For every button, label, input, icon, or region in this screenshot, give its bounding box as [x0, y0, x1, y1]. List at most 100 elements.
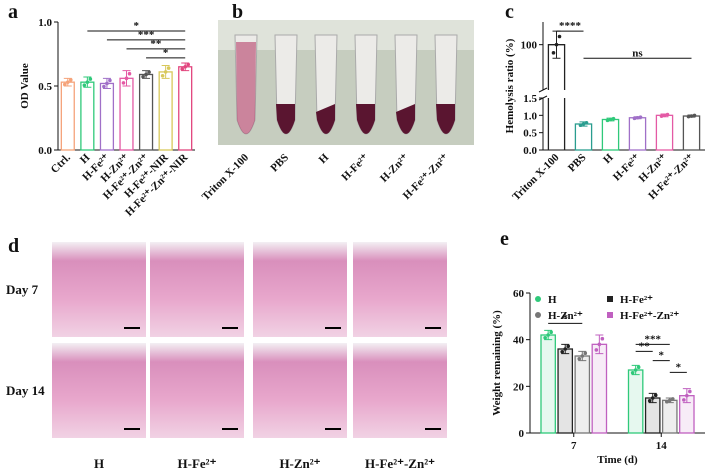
panel-label: c: [505, 1, 514, 23]
legend-label: H-Zn²⁺: [548, 310, 583, 322]
significance: *: [659, 350, 665, 362]
data-point: [665, 112, 670, 117]
bar: [682, 115, 701, 151]
data-point: [647, 399, 652, 403]
x-tick-label: PBS: [566, 152, 589, 175]
data-point: [670, 397, 675, 401]
legend-marker: [607, 296, 613, 302]
column-label: H-Fe²⁺-Zn²⁺: [365, 456, 435, 471]
data-point: [144, 72, 148, 77]
bar: [547, 44, 566, 150]
data-point: [662, 113, 667, 118]
significance: ns: [632, 47, 643, 59]
axis-line: [538, 95, 548, 101]
tissue-image: [253, 242, 347, 337]
tissue-image: [150, 343, 244, 438]
data-point: [554, 42, 559, 47]
y-axis-title: Hemolysis ratio (%): [504, 38, 516, 133]
data-point: [682, 398, 686, 402]
bar: [627, 369, 644, 434]
data-point: [551, 51, 556, 55]
data-point: [685, 393, 689, 398]
tube-blood: [436, 104, 455, 134]
y-tick-label: 20: [513, 381, 525, 393]
bar: [644, 397, 661, 434]
tissue-image: [353, 343, 447, 438]
bar: [601, 118, 620, 151]
data-point: [689, 114, 694, 118]
x-tick-label: H: [601, 151, 616, 166]
y-tick-label: 100: [521, 40, 538, 52]
bar: [591, 343, 608, 434]
bar: [628, 117, 647, 151]
data-point: [105, 81, 109, 86]
x-tick-label: Triton X-100: [510, 151, 562, 203]
data-point: [566, 344, 571, 349]
x-tick-label: 7: [571, 440, 577, 452]
tissue-image: [353, 242, 447, 337]
data-point: [636, 365, 641, 370]
data-point: [62, 82, 67, 87]
panel-label: b: [232, 1, 243, 23]
data-point: [141, 74, 145, 79]
data-point: [630, 371, 635, 375]
x-tick-label: Ctrl.: [49, 151, 73, 175]
significance: **: [639, 340, 651, 352]
data-point: [180, 67, 185, 71]
significance: *: [134, 20, 140, 32]
data-point: [688, 389, 692, 394]
data-point: [124, 76, 129, 81]
legend-label: H-Fe²⁺: [620, 294, 653, 306]
data-point: [108, 78, 112, 83]
data-point: [667, 398, 672, 403]
data-point: [560, 350, 565, 354]
tissue-image: [150, 242, 244, 337]
y-axis-title: Weight remaining (%): [491, 310, 503, 416]
y-tick-label: 1.0: [38, 17, 52, 29]
bar: [574, 123, 593, 151]
data-point: [102, 84, 106, 89]
significance: **: [150, 38, 162, 50]
data-point: [692, 113, 697, 118]
data-point: [659, 114, 664, 118]
tube-blood: [356, 104, 375, 134]
legend-marker: [607, 312, 613, 318]
tube-label: H-Zn²⁺: [378, 152, 411, 185]
data-point: [577, 357, 582, 361]
data-point: [600, 336, 605, 341]
data-point: [183, 65, 188, 69]
bar: [60, 81, 75, 151]
y-tick-label: 40: [513, 335, 525, 347]
bar: [655, 114, 674, 151]
tube-blood: [396, 104, 415, 134]
panel-label: e: [500, 228, 509, 250]
tissue-image: [52, 242, 146, 337]
data-point: [549, 330, 553, 335]
data-point: [650, 396, 655, 400]
significance: ***: [138, 29, 155, 41]
bar: [119, 77, 134, 151]
bar: [574, 355, 591, 434]
panel-label: a: [8, 1, 18, 23]
data-point: [68, 78, 73, 82]
data-point: [127, 71, 132, 76]
y-tick-label: 0.0: [523, 145, 537, 157]
tissue-image: [52, 343, 146, 438]
column-label: H-Zn²⁺: [279, 456, 320, 471]
bar: [158, 71, 173, 151]
data-point: [186, 62, 191, 67]
data-point: [546, 333, 550, 337]
x-tick-label: 14: [656, 440, 668, 452]
data-point: [147, 70, 151, 74]
y-tick-label: 60: [513, 288, 525, 300]
data-point: [160, 73, 165, 78]
y-tick-label: 0.5: [523, 128, 537, 140]
data-point: [88, 77, 93, 81]
data-point: [608, 117, 613, 122]
data-point: [580, 354, 585, 358]
legend-marker: [535, 312, 541, 318]
bar: [540, 334, 556, 434]
bar: [178, 66, 193, 151]
data-point: [163, 70, 168, 74]
data-point: [557, 34, 562, 39]
